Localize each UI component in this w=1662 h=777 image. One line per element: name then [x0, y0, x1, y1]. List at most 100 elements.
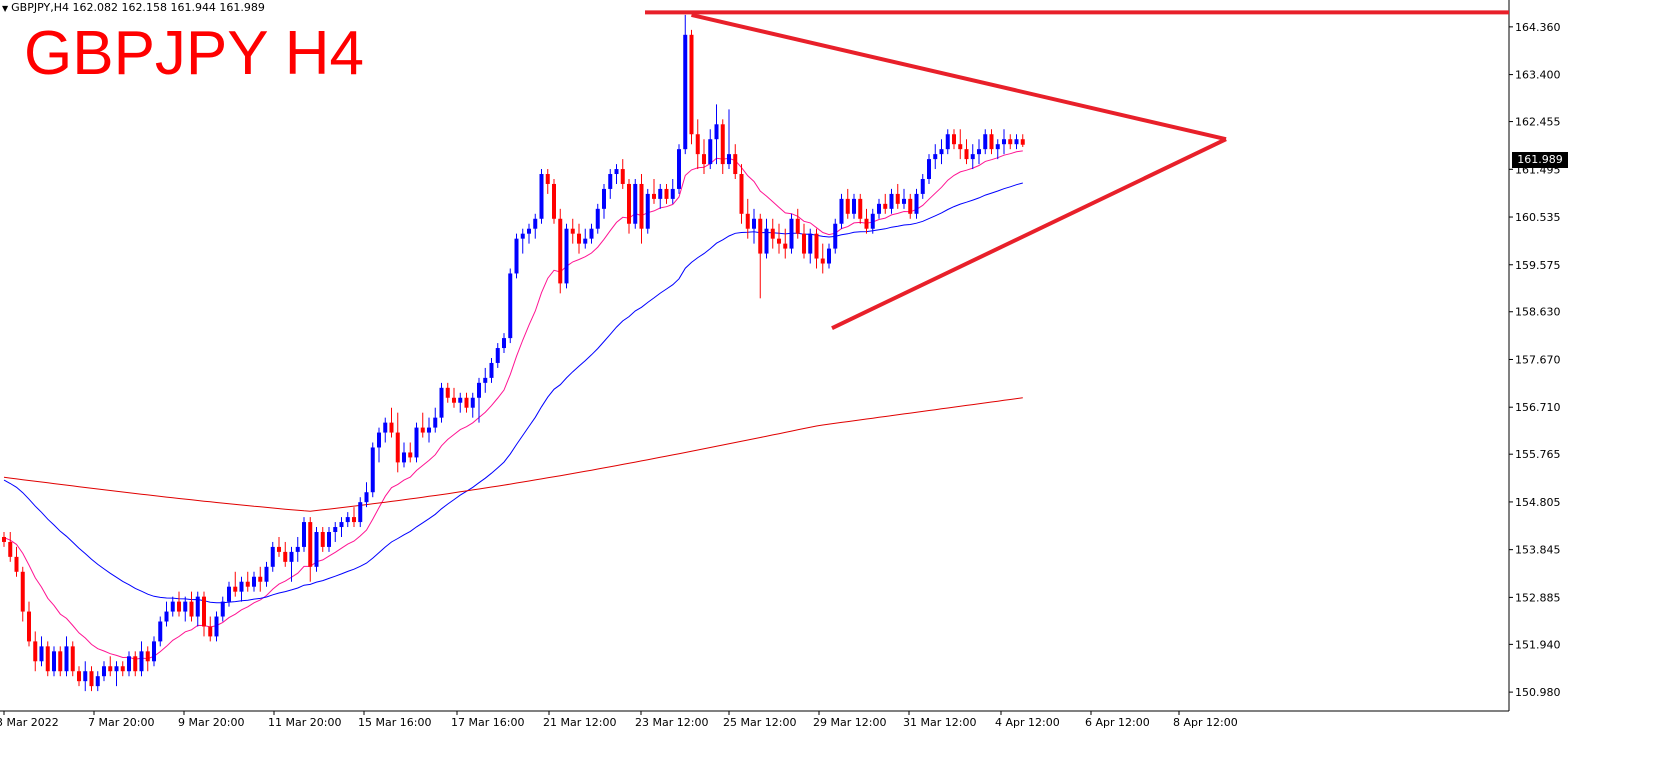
candle — [258, 566, 263, 592]
candle-body — [152, 641, 156, 662]
candle-body — [295, 546, 300, 552]
candle — [164, 601, 169, 627]
candle-body — [20, 571, 25, 612]
candle — [920, 174, 925, 199]
time-axis: 3 Mar 2022 7 Mar 20:00 9 Mar 20:00 11 Mar 2… — [0, 711, 1238, 729]
candle-body — [495, 348, 500, 363]
candle — [2, 532, 6, 547]
candle — [445, 382, 450, 403]
candle — [70, 641, 75, 677]
candle-body — [352, 517, 356, 523]
candle — [245, 571, 250, 592]
candle-body — [652, 193, 656, 199]
candle — [620, 159, 625, 189]
candle — [702, 139, 706, 175]
candle-body — [358, 502, 363, 523]
candle-body — [602, 188, 606, 209]
candle-body — [183, 601, 188, 612]
candle — [364, 482, 369, 508]
candle-body — [627, 183, 631, 224]
candle — [695, 119, 700, 170]
candle-body — [108, 666, 113, 672]
candle — [939, 139, 944, 165]
x-tick-label: 7 Mar 20:00 — [88, 716, 154, 729]
candle — [239, 576, 244, 602]
candle-body — [489, 362, 494, 378]
candle — [927, 154, 931, 184]
candle — [383, 417, 388, 443]
candle-body — [808, 233, 813, 254]
price-axis: 164.360163.400162.455161.495160.535159.5… — [1509, 21, 1561, 699]
candle — [477, 377, 481, 423]
candle — [270, 541, 275, 572]
candle-body — [389, 422, 394, 433]
candle — [652, 178, 656, 204]
candle — [127, 651, 131, 677]
candle-body — [164, 611, 169, 622]
candle — [214, 611, 219, 642]
candle — [377, 427, 381, 463]
candle-body — [2, 536, 6, 542]
candle — [602, 183, 606, 219]
candle-body — [377, 432, 381, 448]
x-tick-label: 11 Mar 20:00 — [268, 716, 341, 729]
dropdown-triangle-icon[interactable]: ▼ — [2, 4, 9, 13]
candle-body — [714, 124, 719, 140]
candle-body — [252, 576, 256, 587]
candle — [733, 144, 738, 179]
candle-body — [8, 541, 13, 557]
y-tick-label: 157.670 — [1515, 353, 1561, 366]
candle — [458, 392, 463, 413]
y-tick-label: 164.360 — [1515, 21, 1561, 34]
candle — [202, 591, 206, 637]
candle-body — [939, 149, 944, 155]
candle — [764, 218, 769, 259]
ascending-trendline — [831, 137, 1227, 330]
candle — [533, 213, 538, 239]
candle — [352, 507, 356, 528]
candle-body — [227, 586, 231, 602]
candle-body — [845, 198, 850, 214]
candle-body — [27, 611, 31, 642]
candle — [170, 596, 175, 617]
x-tick-label: 29 Mar 12:00 — [813, 716, 886, 729]
candle-body — [645, 193, 650, 229]
candle-body — [439, 387, 444, 418]
candle-body — [170, 601, 175, 612]
candle-body — [870, 213, 875, 229]
candle — [720, 119, 725, 175]
candle-body — [370, 447, 375, 493]
candle — [689, 29, 694, 145]
candle — [970, 144, 975, 170]
candle-body — [889, 193, 894, 209]
candle-body — [427, 427, 431, 433]
x-tick-label: 4 Apr 12:00 — [995, 716, 1060, 729]
candle-body — [1020, 139, 1025, 145]
candle — [1002, 129, 1006, 155]
candle — [664, 183, 669, 204]
candle-body — [383, 422, 388, 433]
candle — [289, 546, 294, 582]
candle-body — [620, 169, 625, 184]
candle-body — [633, 183, 638, 224]
ma-fast-line — [3, 150, 1023, 660]
y-tick-label: 158.630 — [1515, 306, 1561, 319]
candle — [295, 536, 300, 562]
candle — [464, 392, 469, 413]
candle-body — [864, 218, 869, 229]
candle-body — [195, 596, 200, 617]
candle-body — [545, 174, 550, 184]
candle — [1014, 134, 1019, 150]
candle-body — [820, 258, 825, 264]
candle — [252, 571, 256, 592]
candle-body — [33, 641, 38, 662]
candle — [583, 228, 588, 249]
candle — [989, 129, 994, 155]
candle-body — [795, 218, 800, 234]
x-tick-label: 31 Mar 12:00 — [903, 716, 976, 729]
candle — [183, 596, 188, 622]
candle-body — [14, 556, 19, 572]
y-tick-label: 156.710 — [1515, 401, 1561, 414]
